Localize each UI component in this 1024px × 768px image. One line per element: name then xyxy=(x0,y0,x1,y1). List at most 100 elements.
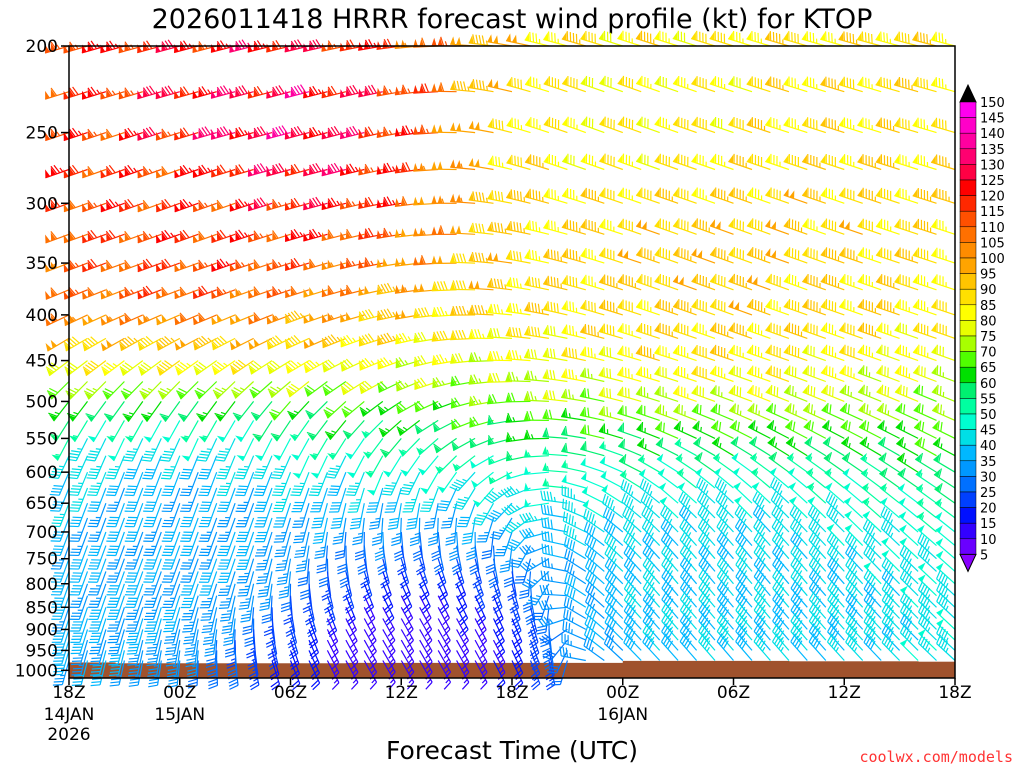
wind-barb xyxy=(88,595,107,620)
wind-barb xyxy=(752,491,771,519)
wind-barb xyxy=(820,117,845,134)
colorbar: 1501451401351301251201151101051009590858… xyxy=(959,83,1005,573)
wind-barb xyxy=(452,487,476,510)
wind-barb xyxy=(728,299,753,316)
wind-barb xyxy=(709,273,734,291)
wind-barb xyxy=(342,419,365,440)
wind-barb xyxy=(323,400,347,419)
wind-barb xyxy=(579,367,605,383)
wind-barb xyxy=(163,607,181,633)
wind-barb xyxy=(292,503,310,529)
wind-barb xyxy=(875,117,900,134)
wind-barb xyxy=(51,571,70,596)
wind-barb xyxy=(746,247,771,264)
wind-barb xyxy=(912,299,937,316)
wind-barb xyxy=(235,471,255,497)
wind-barb xyxy=(930,154,956,171)
wind-barb xyxy=(790,531,808,560)
wind-barb xyxy=(366,487,384,513)
wind-barb xyxy=(492,660,506,690)
wind-barb xyxy=(918,592,937,619)
wind-barb xyxy=(753,518,771,546)
wind-barb xyxy=(289,639,300,670)
wind-barb xyxy=(691,322,716,339)
wind-barb xyxy=(875,247,900,264)
wind-barb xyxy=(765,153,790,171)
wind-barb xyxy=(431,82,457,93)
wind-barb xyxy=(45,128,70,142)
wind-barb xyxy=(807,496,827,519)
wind-barb xyxy=(753,568,771,597)
wind-barb xyxy=(50,502,70,528)
wind-barb xyxy=(180,571,199,596)
wind-barb xyxy=(895,420,919,439)
wind-barb xyxy=(85,438,107,462)
wind-barb xyxy=(600,470,624,489)
wind-barb xyxy=(155,165,181,179)
wind-barb xyxy=(838,117,863,134)
wind-barb xyxy=(416,437,439,456)
wind-barb xyxy=(161,487,181,513)
wind-barb xyxy=(875,299,900,316)
wind-barb xyxy=(827,612,845,641)
wind-barb xyxy=(63,259,88,273)
wind-barb xyxy=(485,502,513,522)
wind-barb xyxy=(266,313,291,325)
colorbar-tick-label: 60 xyxy=(980,377,997,392)
wind-barb xyxy=(672,76,697,93)
wind-barb xyxy=(693,436,716,457)
wind-barb xyxy=(672,153,697,171)
wind-barb xyxy=(808,591,827,619)
wind-barb xyxy=(255,545,273,571)
wind-barb xyxy=(487,221,513,235)
wind-barb xyxy=(935,550,956,572)
wind-barb xyxy=(580,219,605,235)
wind-barb xyxy=(735,579,753,608)
wind-barb xyxy=(728,247,753,264)
wind-barb xyxy=(599,153,624,171)
wind-barb xyxy=(118,336,144,352)
wind-barb xyxy=(541,556,568,572)
wind-barb xyxy=(863,623,882,651)
wind-barb xyxy=(579,346,605,362)
wind-barb xyxy=(87,517,107,542)
wind-barb xyxy=(211,360,236,376)
wind-barb xyxy=(716,531,734,560)
wind-barb xyxy=(106,595,125,620)
wind-barb xyxy=(87,471,107,497)
colorbar-tick-label: 90 xyxy=(980,283,997,298)
wind-barb xyxy=(617,438,642,457)
wind-barb xyxy=(598,387,623,402)
wind-barb xyxy=(523,449,549,458)
wind-barb xyxy=(254,517,273,543)
wind-barb xyxy=(790,556,808,585)
wind-barb xyxy=(916,511,937,533)
wind-barb xyxy=(931,322,956,339)
wind-barb xyxy=(155,286,181,300)
wind-barb xyxy=(691,403,716,421)
wind-barb xyxy=(931,403,956,421)
wind-barb xyxy=(45,287,70,300)
wind-barb xyxy=(838,274,863,291)
wind-barb xyxy=(728,218,753,235)
wind-barb xyxy=(164,629,181,656)
wind-barb xyxy=(196,438,218,462)
wind-barb xyxy=(240,595,255,623)
wind-barb xyxy=(716,633,734,661)
wind-barb xyxy=(161,558,181,583)
wind-barb xyxy=(879,482,900,504)
wind-barb xyxy=(735,543,753,572)
wind-barb xyxy=(125,583,144,609)
wind-barb xyxy=(875,344,900,362)
wind-barb xyxy=(162,595,181,621)
wind-barb xyxy=(787,467,808,489)
wind-barb xyxy=(504,531,531,552)
wind-barb xyxy=(898,511,919,533)
wind-barb xyxy=(933,453,956,473)
wind-barb xyxy=(542,275,568,291)
wind-barb xyxy=(857,76,882,93)
wind-barb xyxy=(936,624,956,651)
wind-barb xyxy=(654,153,679,171)
wind-barb xyxy=(543,248,568,264)
wind-barb xyxy=(728,322,753,339)
